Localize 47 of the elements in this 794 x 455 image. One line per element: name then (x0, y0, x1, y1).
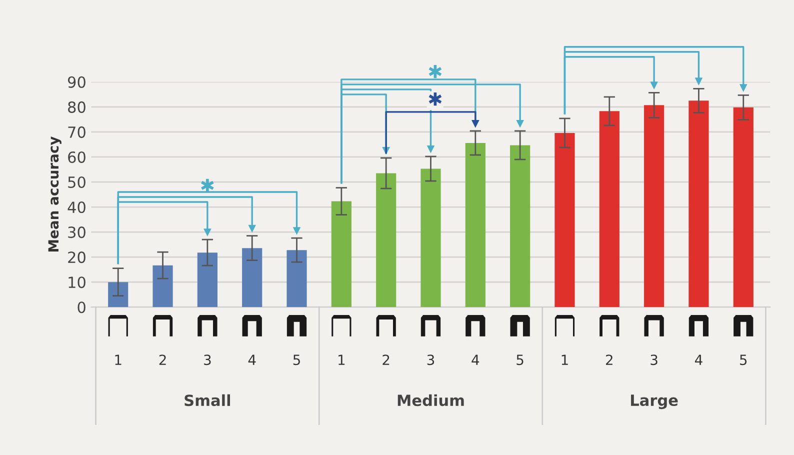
x-tick-label: 4 (248, 354, 256, 365)
bar (554, 132, 575, 308)
x-tick-label: 1 (562, 354, 568, 365)
bar (465, 142, 486, 308)
bar (197, 252, 218, 308)
text: Large (631, 394, 678, 410)
y-tick-label: 60 (68, 151, 86, 163)
x-tick-label: 2 (159, 354, 166, 365)
y-tick-label: 40 (68, 201, 86, 214)
y-tick-label: 70 (68, 126, 86, 138)
bar (599, 111, 620, 308)
x-tick-label: 2 (382, 354, 390, 365)
y-tick-label: 0 (78, 302, 86, 314)
x-tick-label: 3 (204, 354, 211, 366)
text: Small (184, 394, 230, 406)
y-axis-title: Mean accuracy (48, 136, 62, 252)
x-tick-label: 4 (694, 354, 702, 365)
x-tick-label: 3 (650, 354, 658, 366)
x-tick-label: 1 (115, 354, 122, 365)
y-tick-label: 20 (68, 252, 86, 264)
y-tick-label: 30 (68, 226, 86, 238)
x-tick-label: 4 (472, 354, 480, 365)
bar (510, 145, 530, 308)
bar (108, 282, 128, 308)
x-tick-label: 5 (293, 354, 300, 366)
bar (242, 248, 262, 308)
text: Medium (398, 394, 464, 406)
bar (286, 250, 307, 308)
x-tick-label: 2 (606, 354, 612, 365)
x-tick-label: 3 (427, 354, 434, 366)
annotation: ✱ (428, 92, 442, 106)
bar (688, 100, 709, 308)
x-tick-label: 1 (338, 354, 345, 365)
annotation: ✱ (201, 178, 214, 192)
bar (420, 168, 441, 308)
bar (644, 105, 664, 308)
bar (331, 201, 352, 308)
text: ✱ (428, 64, 442, 78)
y-tick-label: 80 (68, 101, 86, 113)
y-tick-label: 10 (68, 276, 86, 288)
bar (733, 107, 754, 308)
x-tick-label: 5 (740, 354, 747, 366)
y-tick-label: 50 (68, 176, 86, 188)
bar (376, 173, 396, 308)
bar (152, 265, 173, 308)
x-tick-label: 5 (516, 354, 524, 366)
y-tick-label: 90 (68, 76, 86, 88)
